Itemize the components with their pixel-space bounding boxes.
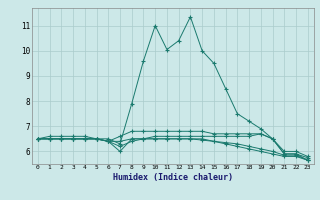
X-axis label: Humidex (Indice chaleur): Humidex (Indice chaleur): [113, 173, 233, 182]
